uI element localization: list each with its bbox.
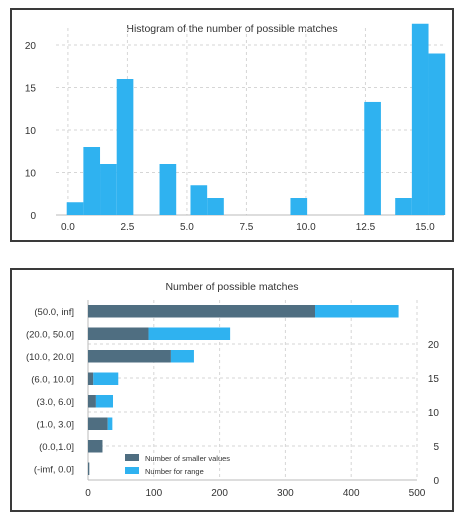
y-tick-label: 0 (30, 211, 36, 222)
right-y-tick-label: 5 (433, 442, 439, 453)
bar-smaller-values (88, 327, 149, 340)
x-tick-label: 10.0 (296, 222, 316, 233)
category-label: (6.0, 10.0] (31, 374, 74, 385)
histogram-bar (428, 53, 446, 215)
category-label: (3.0, 6.0] (37, 397, 75, 408)
x-tick-label: 300 (277, 488, 294, 499)
y-tick-label: 15 (25, 84, 37, 95)
matches-panel: Number of possible matches 0 100 200 300 400… (10, 268, 454, 512)
y-tick-label: 10 (25, 126, 37, 137)
bar-smaller-values (88, 395, 96, 408)
bar-range (107, 417, 113, 430)
matches-chart: Number of possible matches 0 100 200 300 400… (26, 281, 440, 499)
right-y-tick-label: 15 (428, 374, 440, 385)
x-tick-label: 15.0 (415, 222, 435, 233)
right-y-tick-label: 20 (428, 340, 440, 351)
bar-range (95, 395, 114, 408)
histogram-bar (100, 164, 117, 215)
x-tick-label: 500 (409, 488, 426, 499)
category-label: (10.0, 20.0] (26, 352, 74, 363)
bar-smaller-values (88, 462, 90, 475)
histogram-bar (364, 101, 381, 215)
histogram-panel: Histogram of the number of possible matc… (10, 8, 454, 242)
histogram-bar (83, 147, 101, 215)
legend-label-range: Number for range (145, 467, 204, 476)
x-tick-label: 200 (211, 488, 228, 499)
legend-swatch-smaller-values (125, 454, 139, 461)
y-tick-label: 10 (25, 169, 37, 180)
bar-range (315, 305, 399, 318)
x-tick-label: 0 (85, 488, 91, 499)
right-y-tick-label: 10 (428, 408, 440, 419)
x-tick-label: 2.5 (120, 222, 134, 233)
x-tick-label: 100 (145, 488, 162, 499)
category-label: (20.0, 50.0] (26, 329, 74, 340)
histogram-bar (159, 164, 177, 215)
bar-smaller-values (88, 305, 316, 318)
matches-title: Number of possible matches (165, 281, 298, 293)
x-tick-label: 7.5 (239, 222, 253, 233)
bar-smaller-values (88, 417, 108, 430)
y-tick-label: 20 (25, 41, 37, 52)
histogram-bar (207, 198, 224, 215)
histogram-bar (411, 23, 429, 215)
category-label: (0.0,1.0] (39, 442, 74, 453)
histogram-bar (190, 185, 208, 215)
category-label: (1.0, 3.0] (37, 419, 75, 430)
category-label: (50.0, inf] (34, 307, 74, 318)
legend-swatch-range (125, 467, 139, 474)
bar-smaller-values (88, 440, 103, 453)
bar-range (170, 350, 194, 363)
category-label: (-imf, 0.0] (34, 464, 74, 475)
histogram-bar (290, 198, 308, 215)
bar-range (93, 372, 119, 385)
x-tick-label: 5.0 (180, 222, 194, 233)
legend-label-smaller-values: Number of smaller values (145, 454, 230, 463)
histogram-title: Histogram of the number of possible matc… (126, 23, 337, 35)
bar-smaller-values (88, 350, 171, 363)
bar-smaller-values (88, 372, 94, 385)
histogram-bar (66, 202, 84, 215)
histogram-bar (395, 198, 412, 215)
histogram-chart: Histogram of the number of possible matc… (25, 23, 446, 233)
right-y-tick-label: 0 (433, 476, 439, 487)
x-tick-label: 12.5 (356, 222, 376, 233)
x-tick-label: 0.0 (61, 222, 75, 233)
x-tick-label: 400 (343, 488, 360, 499)
histogram-bar (116, 79, 134, 215)
bar-range (148, 327, 231, 340)
